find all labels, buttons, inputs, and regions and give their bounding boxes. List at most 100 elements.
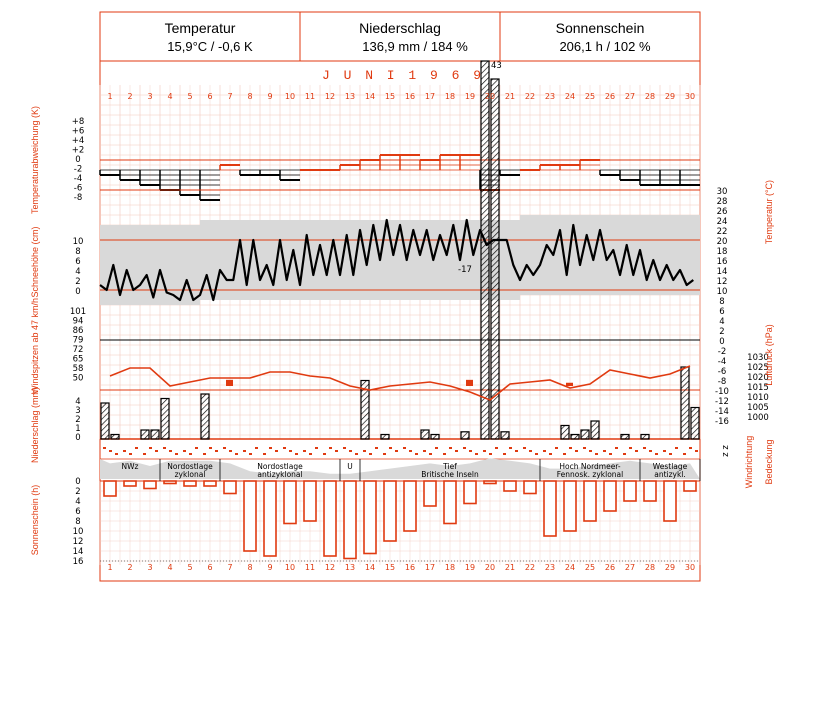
day-label-bottom: 26 [605,563,615,572]
wind-gusts [226,379,573,386]
wind-dir-mark [323,453,326,455]
tick-temp: 14 [717,267,728,277]
day-label-bottom: 29 [665,563,675,572]
day-label-top: 4 [167,92,172,101]
sunshine-bar [183,480,197,487]
precip-bar [680,366,690,440]
wind-gust-bar [466,379,473,386]
wind-dir-mark [635,450,638,452]
wind-dir-mark [389,447,392,449]
axis-title-wind-dir: Windrichtung [744,436,754,489]
tick-temp: 24 [717,217,728,227]
normal-band [360,220,380,300]
sunshine-bar [423,480,437,507]
day-label-top: 20 [485,92,495,101]
wind-dir-mark [609,453,612,455]
tick-anomaly: +6 [72,127,85,137]
tick-wind: 86 [73,326,84,336]
tick-temp: 4 [719,317,724,327]
temperature-line [99,218,694,302]
wind-dir-mark [689,447,692,449]
tick-temp: 30 [717,187,728,197]
tick-snow: 10 [73,237,84,247]
wind-dir-mark [589,450,592,452]
day-label-top: 5 [187,92,192,101]
tick-precip: 2 [75,415,80,425]
sunshine-bar [343,480,357,560]
sunshine-bars [100,480,700,562]
tick-anomaly: -2 [74,165,82,175]
tick-snow: 0 [75,287,80,297]
normal-band [660,215,680,295]
header: Temperatur 15,9°C / -0,6 K Niederschlag … [99,11,701,62]
wind-dir-mark [429,453,432,455]
precip-bar [430,433,440,440]
wind-dir-mark [575,450,578,452]
wind-dir-mark [215,450,218,452]
sunshine-bar [403,480,417,532]
wind-dir-mark [103,447,106,449]
tick-temp: -6 [718,367,726,377]
wind-dir-mark [375,447,378,449]
wind-dir-mark [343,447,346,449]
weather-type-label: Tief [442,462,457,471]
axis-title-wind: Windspitzen ab 47 km/h [30,298,40,394]
tick-snow: 4 [75,267,80,277]
day-label-top: 13 [345,92,355,101]
tick-wind: 50 [73,374,84,384]
day-label-top: 29 [665,92,675,101]
normal-band [420,220,440,300]
axis-title-pressure: Luftdruck (hPa) [764,324,774,386]
normal-band [400,220,420,300]
sunshine-bar [163,480,177,485]
wind-dir-mark [109,450,112,452]
precip-bar [110,433,120,440]
wind-dir-mark [269,447,272,449]
tick-temp: 22 [717,227,728,237]
wind-dir-mark [603,450,606,452]
tick-sun: 6 [75,507,80,517]
day-label-bottom: 20 [485,563,495,572]
weather-type-label: U [347,462,353,471]
day-label-bottom: 8 [247,563,252,572]
normal-band [540,215,560,295]
tick-anomaly: -4 [74,174,82,184]
tick-temp: -10 [715,387,729,397]
wind-dir-mark [229,450,232,452]
day-label-top: 11 [305,92,315,101]
axis-title-cloud: Bedeckung [764,439,774,484]
day-label-bottom: 17 [425,563,435,572]
wind-dir-mark [675,447,678,449]
axis-title-precip: Niederschlag (mm) [30,387,40,463]
day-label-top: 22 [525,92,535,101]
normal-band [440,220,460,300]
sunshine-bar [223,480,237,495]
reference-lines [100,159,700,482]
tick-temp: -4 [718,357,726,367]
sunshine-bar [543,480,557,537]
weather-type-label: Hoch Nordmeer- [559,462,621,471]
day-label-top: 16 [405,92,415,101]
wind-dir-mark [175,453,178,455]
precip-bar [160,397,170,440]
tick-sun: 14 [73,547,84,557]
tick-pressure: 1015 [747,383,769,393]
tick-sun: 2 [75,487,80,497]
tick-anomaly: -6 [74,184,82,194]
tick-anomaly: -8 [74,193,82,203]
precip-bar [640,433,650,440]
tick-precip: 1 [75,424,80,434]
tick-sun: 8 [75,517,80,527]
day-label-top: 12 [325,92,335,101]
wind-dir-mark [583,447,586,449]
wind-dir-mark [495,447,498,449]
tick-sun: 4 [75,497,80,507]
wind-dir-mark [289,450,292,452]
precip-bar [380,433,390,440]
day-label-bottom: 27 [625,563,635,572]
wind-dir-mark [195,447,198,449]
wind-dir-mark [263,453,266,455]
day-label-bottom: 2 [127,563,132,572]
day-label-top: 18 [445,92,455,101]
wind-dir-mark [483,450,486,452]
